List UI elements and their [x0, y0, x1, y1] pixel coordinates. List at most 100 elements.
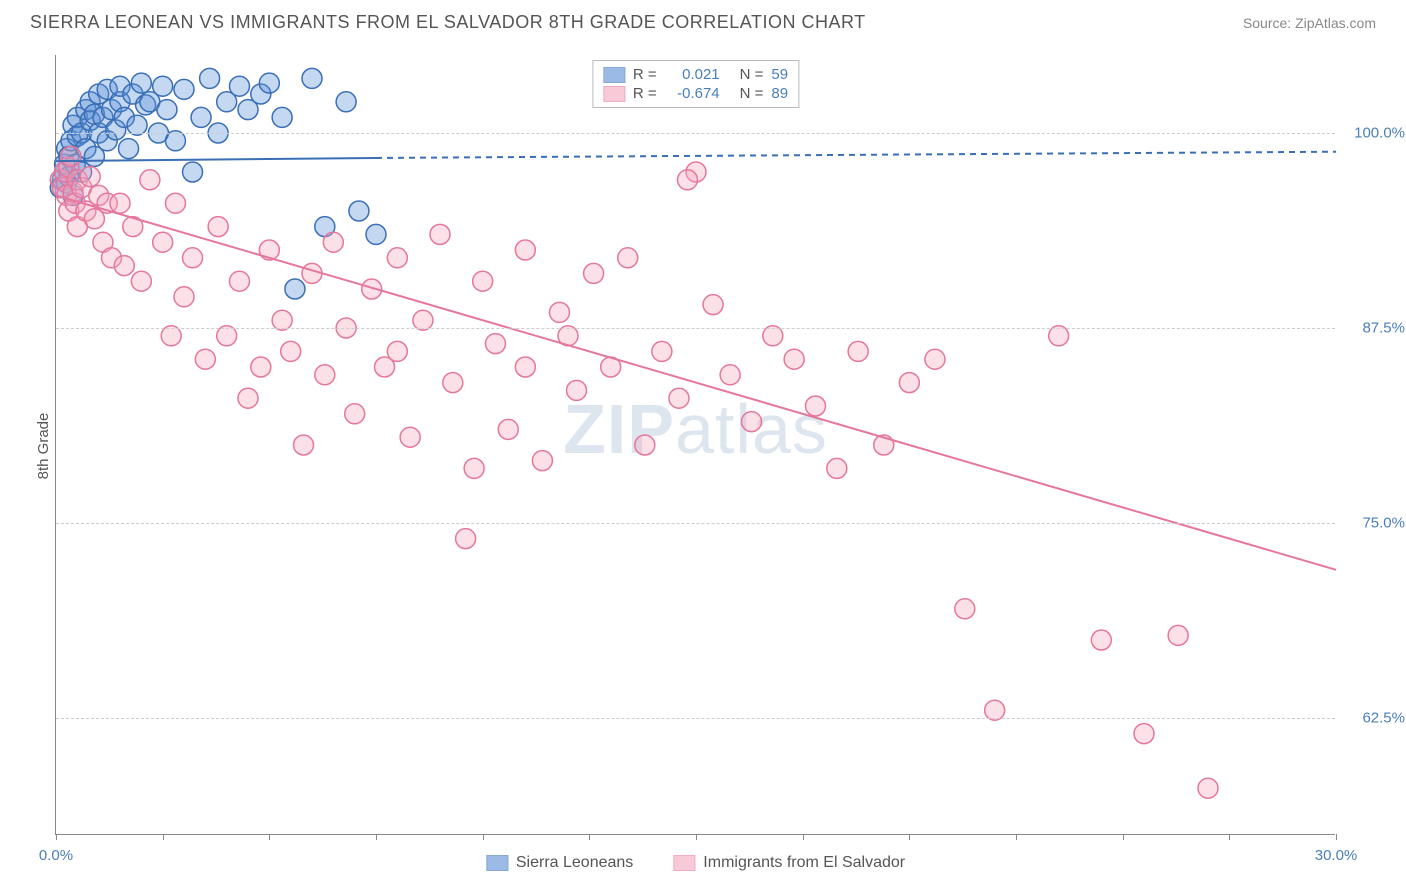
scatter-point: [443, 373, 463, 393]
legend-bottom-item: Sierra Leoneans: [486, 854, 633, 872]
scatter-point: [183, 162, 203, 182]
x-tick: [376, 834, 377, 840]
legend-top-row: R =-0.674N =89: [603, 84, 788, 103]
scatter-point: [677, 170, 697, 190]
scatter-point: [741, 412, 761, 432]
scatter-point: [131, 73, 151, 93]
scatter-point: [430, 224, 450, 244]
x-tick: [1123, 834, 1124, 840]
x-tick: [803, 834, 804, 840]
legend-top: R = 0.021 N = 59R =-0.674N =89: [592, 60, 799, 108]
scatter-point: [80, 167, 100, 187]
scatter-point: [498, 419, 518, 439]
legend-n-label: N =: [740, 85, 764, 102]
scatter-point: [174, 287, 194, 307]
scatter-point: [1134, 724, 1154, 744]
scatter-point: [336, 92, 356, 112]
scatter-point: [618, 248, 638, 268]
legend-label: Sierra Leoneans: [516, 854, 633, 872]
scatter-point: [805, 396, 825, 416]
x-tick: [589, 834, 590, 840]
scatter-point: [366, 224, 386, 244]
scatter-point: [1198, 778, 1218, 798]
x-tick: [483, 834, 484, 840]
scatter-point: [153, 232, 173, 252]
x-tick-label: 0.0%: [39, 847, 73, 864]
scatter-point: [515, 357, 535, 377]
legend-top-row: R = 0.021 N = 59: [603, 65, 788, 84]
scatter-point: [827, 458, 847, 478]
scatter-point: [238, 388, 258, 408]
legend-swatch: [603, 86, 625, 102]
legend-swatch: [673, 855, 695, 871]
scatter-point: [229, 271, 249, 291]
y-axis-label: 8th Grade: [35, 413, 52, 480]
legend-n-label: N =: [740, 66, 764, 83]
scatter-point: [293, 435, 313, 455]
x-tick: [1229, 834, 1230, 840]
scatter-point: [567, 380, 587, 400]
trend-line: [56, 195, 1336, 569]
scatter-point: [784, 349, 804, 369]
scatter-point: [281, 341, 301, 361]
scatter-point: [703, 295, 723, 315]
y-tick-label: 75.0%: [1345, 515, 1405, 532]
x-tick-label: 30.0%: [1315, 847, 1358, 864]
x-tick: [696, 834, 697, 840]
y-tick-label: 62.5%: [1345, 710, 1405, 727]
scatter-point: [848, 341, 868, 361]
scatter-point: [153, 76, 173, 96]
scatter-point: [473, 271, 493, 291]
scatter-point: [183, 248, 203, 268]
scatter-point: [387, 248, 407, 268]
scatter-point: [285, 279, 305, 299]
legend-r-value: 0.021: [665, 66, 720, 83]
scatter-point: [272, 107, 292, 127]
scatter-point: [110, 193, 130, 213]
x-tick: [909, 834, 910, 840]
legend-n-value: 59: [771, 66, 788, 83]
legend-r-label: R =: [633, 85, 657, 102]
legend-swatch: [486, 855, 508, 871]
scatter-point: [1091, 630, 1111, 650]
scatter-point: [387, 341, 407, 361]
source-label: Source: ZipAtlas.com: [1243, 15, 1376, 31]
scatter-point: [899, 373, 919, 393]
chart-title: SIERRA LEONEAN VS IMMIGRANTS FROM EL SAL…: [30, 12, 866, 33]
scatter-point: [549, 302, 569, 322]
scatter-point: [485, 334, 505, 354]
scatter-point: [400, 427, 420, 447]
scatter-point: [925, 349, 945, 369]
scatter-point: [302, 68, 322, 88]
scatter-point: [584, 263, 604, 283]
x-tick: [1336, 834, 1337, 840]
scatter-point: [955, 599, 975, 619]
scatter-point: [323, 232, 343, 252]
scatter-point: [229, 76, 249, 96]
scatter-point: [131, 271, 151, 291]
scatter-point: [652, 341, 672, 361]
legend-r-label: R =: [633, 66, 657, 83]
scatter-point: [140, 170, 160, 190]
scatter-point: [1168, 625, 1188, 645]
gridline-h: [56, 133, 1335, 134]
scatter-point: [208, 217, 228, 237]
scatter-point: [157, 100, 177, 120]
scatter-point: [464, 458, 484, 478]
scatter-point: [174, 79, 194, 99]
header: SIERRA LEONEAN VS IMMIGRANTS FROM EL SAL…: [0, 0, 1406, 41]
legend-bottom-item: Immigrants from El Salvador: [673, 854, 905, 872]
plot-area: ZIPatlas R =0.021N =59R =-0.674N =89 Sie…: [55, 55, 1335, 835]
gridline-h: [56, 328, 1335, 329]
scatter-point: [259, 73, 279, 93]
scatter-point: [165, 193, 185, 213]
legend-bottom: Sierra Leoneans Immigrants from El Salvad…: [486, 854, 905, 872]
scatter-point: [345, 404, 365, 424]
y-tick-label: 100.0%: [1345, 125, 1405, 142]
scatter-point: [114, 256, 134, 276]
y-tick-label: 87.5%: [1345, 320, 1405, 337]
gridline-h: [56, 718, 1335, 719]
x-tick: [163, 834, 164, 840]
scatter-point: [195, 349, 215, 369]
scatter-point: [119, 139, 139, 159]
